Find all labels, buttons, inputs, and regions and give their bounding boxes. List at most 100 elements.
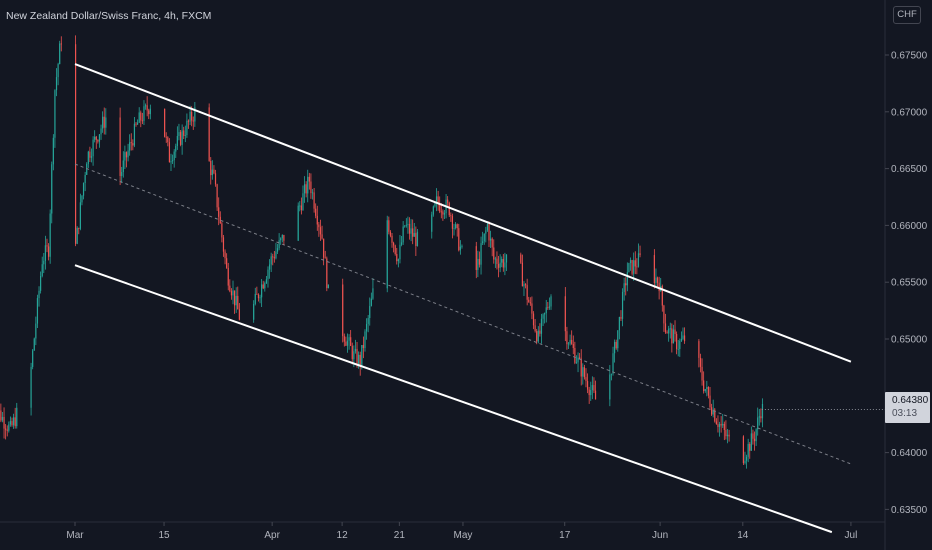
- candle-body: [143, 106, 145, 121]
- candle-body: [268, 264, 271, 270]
- candle-body: [297, 205, 299, 241]
- candle-body: [706, 386, 708, 390]
- candle-body: [103, 116, 105, 128]
- candle-body: [351, 345, 353, 360]
- candle: [54, 89, 56, 148]
- candle: [121, 166, 123, 184]
- candle-body: [148, 110, 150, 115]
- candle-body: [261, 284, 263, 298]
- candle: [268, 259, 271, 279]
- candle-body: [52, 137, 54, 165]
- candle: [682, 327, 684, 341]
- candle-body: [745, 456, 748, 461]
- candle-body: [634, 260, 636, 267]
- candle: [32, 349, 34, 370]
- candle-body: [698, 341, 700, 358]
- candle: [82, 182, 85, 200]
- candle-body: [262, 284, 264, 289]
- channel-median-line[interactable]: [74, 163, 852, 465]
- candle-body: [537, 330, 539, 342]
- candle: [132, 139, 134, 151]
- candle: [213, 165, 215, 175]
- candle: [725, 420, 727, 440]
- candle: [447, 196, 449, 206]
- candle-body: [386, 220, 388, 289]
- candle-body: [699, 357, 702, 367]
- candle-body: [655, 277, 657, 283]
- candle: [165, 132, 167, 143]
- candle-body: [273, 257, 275, 259]
- candle-body: [11, 421, 13, 426]
- candle: [92, 136, 94, 166]
- candle: [227, 262, 229, 291]
- candle: [36, 294, 39, 329]
- candle-body: [494, 258, 496, 260]
- price-tick-label: 0.64000: [891, 448, 928, 459]
- trend-channel[interactable]: [74, 63, 885, 534]
- candle: [537, 326, 539, 344]
- candle-body: [35, 323, 37, 339]
- candle-body: [669, 328, 671, 330]
- candle-body: [575, 362, 578, 364]
- candle-body: [59, 43, 61, 65]
- candle: [343, 333, 345, 347]
- candle-body: [502, 259, 504, 268]
- candle-body: [407, 223, 409, 225]
- time-axis[interactable]: Mar 15 Apr 12 21 May 17 Jun 14 Jul: [66, 522, 857, 541]
- candle-body: [9, 421, 12, 425]
- time-tick-label: Jul: [845, 530, 858, 541]
- candle: [714, 407, 716, 423]
- channel-lower-line[interactable]: [74, 264, 833, 534]
- candle: [87, 150, 89, 168]
- candle-body: [585, 377, 587, 382]
- candle-body: [348, 337, 350, 341]
- candle: [585, 368, 587, 388]
- candle: [124, 145, 126, 170]
- candle: [475, 241, 477, 279]
- candle: [612, 346, 614, 376]
- candle: [755, 428, 757, 446]
- candle-body: [194, 107, 196, 122]
- candle-body: [253, 303, 255, 320]
- candle-body: [399, 244, 401, 260]
- candle: [656, 276, 659, 288]
- candle-body: [75, 44, 77, 244]
- candle-body: [493, 247, 495, 260]
- candle-body: [78, 227, 80, 229]
- candle-body: [629, 260, 632, 264]
- candle-body: [483, 233, 485, 242]
- candle: [11, 417, 13, 427]
- candle-body: [36, 298, 39, 324]
- channel-upper-line[interactable]: [74, 63, 852, 363]
- candle-body: [237, 295, 239, 310]
- candle-body: [47, 246, 50, 257]
- time-tick-label: May: [454, 530, 473, 541]
- candle-body: [623, 283, 625, 292]
- candle: [521, 254, 523, 287]
- candle: [709, 386, 711, 411]
- candle: [672, 324, 675, 344]
- candle: [633, 252, 635, 281]
- candle-body: [439, 203, 441, 212]
- candle: [313, 187, 315, 213]
- candle: [499, 254, 501, 273]
- candle: [100, 124, 102, 140]
- candle-body: [92, 139, 94, 157]
- candle-body: [171, 160, 174, 162]
- candle: [254, 287, 256, 306]
- candle: [130, 133, 132, 151]
- candle-body: [574, 348, 576, 363]
- candle: [534, 319, 536, 333]
- candle-body: [0, 410, 2, 421]
- candle: [102, 111, 104, 133]
- candle-body: [757, 417, 759, 430]
- candle-body: [458, 228, 460, 251]
- candle-body: [499, 262, 501, 268]
- candle-body: [726, 434, 729, 437]
- candle: [717, 415, 719, 433]
- candle: [749, 442, 751, 459]
- candle: [326, 256, 328, 292]
- candle-body: [1, 416, 4, 421]
- currency-button[interactable]: CHF: [893, 6, 921, 24]
